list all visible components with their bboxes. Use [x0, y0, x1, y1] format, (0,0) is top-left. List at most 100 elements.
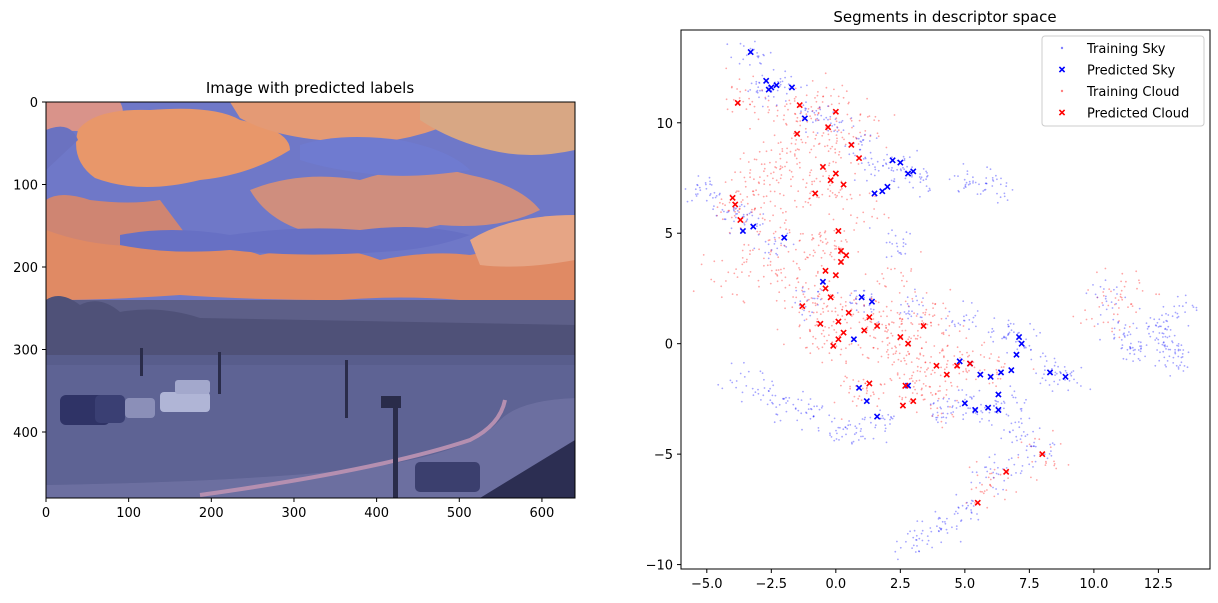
- training-sky-point: [1192, 306, 1195, 308]
- training-sky-point: [855, 302, 858, 305]
- training-cloud-point: [848, 343, 851, 346]
- training-cloud-point: [804, 141, 807, 144]
- training-sky-point: [957, 175, 959, 178]
- training-sky-point: [751, 214, 754, 217]
- training-sky-point: [767, 85, 770, 88]
- training-cloud-point: [791, 306, 794, 309]
- training-cloud-point: [1000, 366, 1003, 368]
- training-sky-point: [792, 403, 795, 406]
- training-sky-point: [870, 293, 873, 296]
- training-sky-point: [771, 401, 773, 404]
- training-cloud-point: [1155, 293, 1157, 296]
- training-sky-point: [772, 402, 774, 405]
- training-sky-point: [1073, 378, 1075, 381]
- training-cloud-point: [1118, 329, 1121, 331]
- training-cloud-point: [763, 202, 766, 204]
- training-sky-point: [1140, 348, 1142, 350]
- training-sky-point: [979, 193, 982, 195]
- training-cloud-point: [925, 341, 927, 344]
- training-cloud-point: [844, 301, 847, 303]
- predicted-sky-marker-32: [995, 406, 1002, 414]
- training-sky-point: [902, 242, 905, 244]
- training-cloud-point: [951, 413, 954, 416]
- training-cloud-point: [911, 323, 914, 326]
- training-cloud-point: [743, 301, 746, 304]
- training-cloud-point: [885, 326, 887, 329]
- training-cloud-point: [836, 137, 838, 140]
- training-sky-point: [954, 399, 956, 402]
- training-sky-point: [963, 315, 965, 318]
- training-cloud-point: [802, 293, 805, 296]
- training-sky-point: [816, 297, 819, 300]
- training-cloud-point: [776, 280, 779, 283]
- training-cloud-point: [839, 334, 841, 337]
- training-cloud-point: [925, 385, 927, 387]
- training-sky-point: [1043, 365, 1046, 368]
- training-cloud-point: [838, 191, 840, 194]
- training-cloud-point: [743, 261, 745, 264]
- training-cloud-point: [763, 167, 766, 170]
- training-cloud-point: [887, 329, 889, 331]
- training-cloud-point: [1067, 464, 1070, 466]
- training-cloud-point: [908, 336, 911, 338]
- training-cloud-point: [937, 323, 940, 326]
- training-cloud-point: [835, 196, 837, 199]
- training-cloud-point: [1005, 489, 1008, 491]
- training-sky-point: [804, 109, 807, 112]
- training-sky-point: [903, 157, 906, 160]
- training-cloud-point: [875, 200, 878, 203]
- training-sky-point: [795, 289, 798, 292]
- predicted-sky-marker-10: [897, 159, 904, 166]
- training-sky-point: [1148, 332, 1150, 335]
- training-sky-point: [986, 166, 988, 169]
- training-cloud-point: [1080, 322, 1082, 324]
- training-cloud-point: [945, 389, 948, 391]
- training-sky-point: [1059, 371, 1061, 373]
- training-cloud-point: [796, 120, 799, 123]
- training-cloud-point: [823, 342, 826, 345]
- training-cloud-point: [749, 103, 751, 106]
- training-cloud-point: [801, 308, 804, 311]
- training-sky-point: [959, 323, 962, 326]
- training-sky-point: [850, 441, 853, 444]
- training-sky-point: [951, 320, 954, 322]
- training-cloud-point: [859, 131, 861, 134]
- training-cloud-point: [779, 141, 782, 144]
- training-sky-point: [857, 439, 860, 441]
- training-sky-point: [989, 468, 992, 470]
- scatter-x-tick-label-4: 5.0: [955, 577, 976, 592]
- training-cloud-point: [734, 211, 736, 213]
- training-cloud-point: [891, 321, 893, 323]
- training-sky-point: [1063, 366, 1066, 368]
- training-cloud-point: [816, 346, 819, 348]
- training-sky-point: [946, 517, 948, 520]
- training-cloud-point: [819, 288, 822, 290]
- training-cloud-point: [841, 195, 843, 198]
- training-sky-point: [1011, 189, 1014, 191]
- training-cloud-point: [989, 484, 992, 487]
- training-cloud-point: [855, 222, 858, 225]
- training-cloud-point: [731, 110, 734, 113]
- training-cloud-point: [860, 399, 863, 402]
- training-cloud-point: [1031, 460, 1034, 463]
- training-cloud-point: [777, 256, 780, 259]
- training-sky-point: [1025, 449, 1028, 452]
- training-cloud-point: [852, 135, 855, 138]
- training-sky-point: [1005, 413, 1008, 416]
- training-cloud-point: [793, 100, 796, 102]
- training-cloud-point: [812, 249, 815, 252]
- training-sky-point: [864, 157, 867, 160]
- training-sky-point: [970, 396, 973, 399]
- training-sky-point: [1025, 398, 1027, 401]
- training-cloud-point: [798, 161, 801, 164]
- scatter-plot-area: [684, 40, 1198, 561]
- training-cloud-point: [814, 337, 817, 340]
- training-cloud-point: [965, 368, 967, 370]
- training-cloud-point: [831, 310, 833, 313]
- training-cloud-point: [731, 85, 733, 88]
- training-sky-point: [1146, 328, 1149, 330]
- training-sky-point: [902, 155, 905, 158]
- training-cloud-point: [795, 248, 797, 251]
- training-sky-point: [894, 550, 897, 553]
